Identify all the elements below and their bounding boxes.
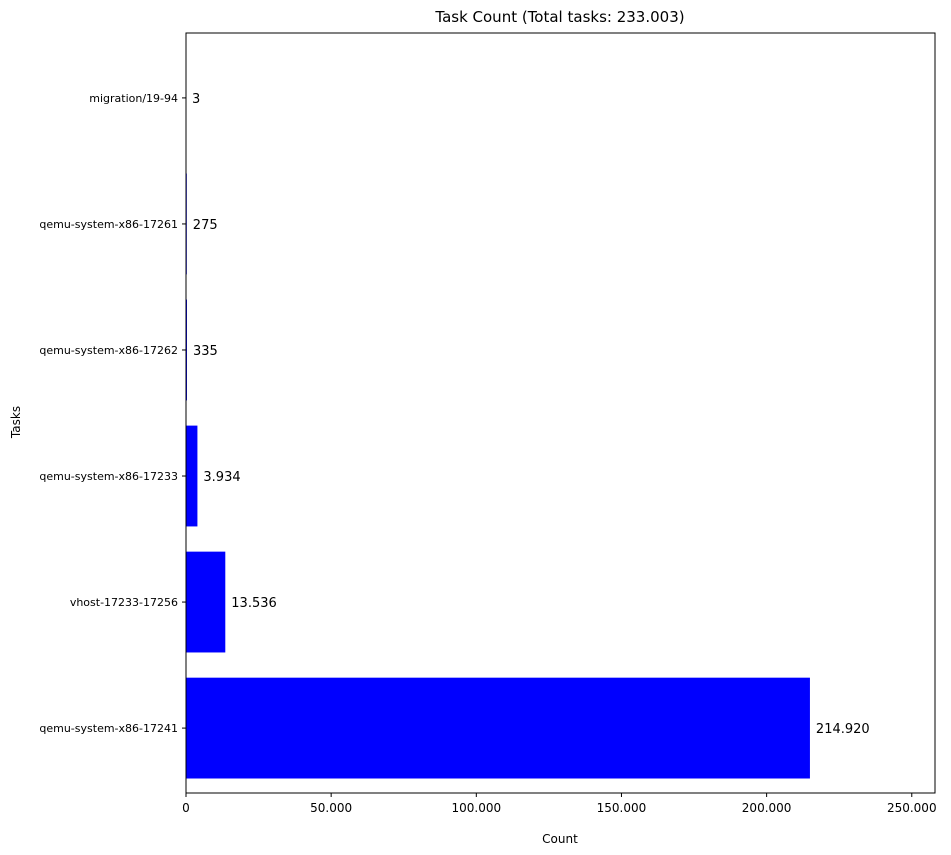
data-label: 275 [193,218,218,233]
bars-layer [186,47,810,779]
y-tick-label: qemu-system-x86-17233 [39,470,178,483]
plot-frame [185,32,936,794]
y-axis: qemu-system-x86-17241 vhost-17233-17256 qe… [39,92,186,735]
data-labels-layer: 214.920 13.536 3.934 335 275 3 [192,92,870,737]
x-tick-label: 200.000 [742,801,792,815]
x-axis: 0 50.000 100.000 150.000 200.000 250.000 [182,793,937,815]
x-tick-label: 50.000 [310,801,352,815]
data-label: 214.920 [816,722,870,737]
y-tick-label: qemu-system-x86-17261 [39,218,178,231]
x-tick-label: 250.000 [887,801,937,815]
y-tick-label: vhost-17233-17256 [70,596,178,609]
y-axis-label: Tasks [9,406,23,439]
y-tick-label: qemu-system-x86-17241 [39,722,178,735]
data-label: 335 [193,344,218,359]
y-tick-label: qemu-system-x86-17262 [39,344,178,357]
x-tick-label: 100.000 [451,801,501,815]
bar [186,551,226,653]
bar [186,425,198,527]
chart-title: Task Count (Total tasks: 233.003) [434,8,684,26]
x-axis-label: Count [542,832,578,846]
data-label: 3 [192,92,200,107]
x-tick-label: 0 [182,801,190,815]
bar [186,677,810,779]
y-tick-label: migration/19-94 [89,92,178,105]
x-tick-label: 150.000 [597,801,647,815]
data-label: 3.934 [203,470,240,485]
data-label: 13.536 [231,596,277,611]
